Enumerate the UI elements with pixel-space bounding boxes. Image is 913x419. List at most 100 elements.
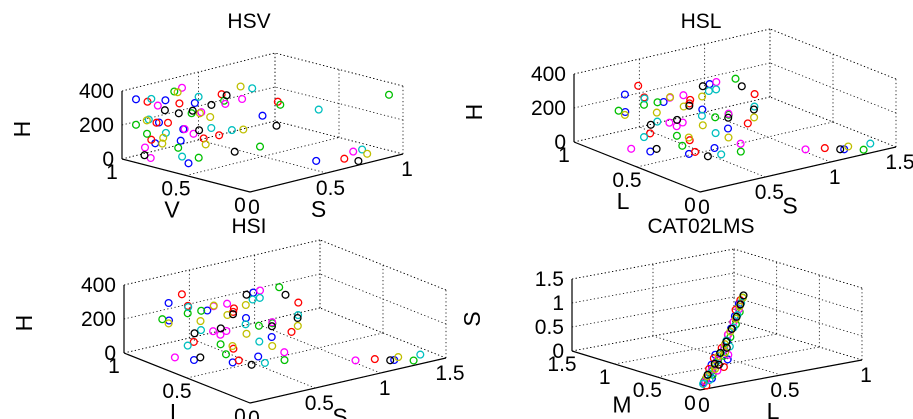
data-point bbox=[697, 111, 706, 120]
data-point bbox=[866, 139, 875, 148]
data-point bbox=[276, 100, 285, 109]
z-axis-label: S bbox=[459, 311, 485, 326]
data-point bbox=[189, 337, 198, 346]
data-point bbox=[258, 111, 267, 120]
data-point bbox=[859, 145, 868, 154]
y-axis-label: L bbox=[617, 188, 630, 214]
data-point bbox=[312, 156, 321, 165]
y-tick-label: 0.5 bbox=[612, 169, 641, 192]
data-point bbox=[248, 295, 257, 304]
data-point bbox=[174, 143, 183, 152]
data-point bbox=[698, 121, 707, 130]
data-point bbox=[646, 129, 655, 138]
data-point bbox=[620, 90, 629, 99]
data-point bbox=[158, 139, 167, 148]
y-tick-label: 0.5 bbox=[162, 380, 191, 403]
box-edge bbox=[121, 52, 276, 92]
x-tick-label: 1 bbox=[829, 166, 841, 189]
data-point bbox=[653, 117, 662, 126]
data-point bbox=[416, 350, 425, 359]
grid-line bbox=[185, 137, 340, 176]
z-axis-label: H bbox=[9, 121, 35, 138]
box-edge bbox=[769, 28, 897, 80]
data-point bbox=[394, 353, 403, 362]
data-point bbox=[280, 356, 289, 365]
data-point bbox=[153, 101, 162, 110]
data-point bbox=[170, 87, 179, 96]
data-point bbox=[750, 102, 759, 111]
data-point bbox=[177, 83, 187, 92]
y-tick-label: 1.5 bbox=[547, 353, 576, 376]
grid-line bbox=[733, 272, 863, 313]
x-tick-label: 1 bbox=[379, 377, 391, 400]
z-tick-label: 0 bbox=[104, 342, 116, 365]
z-tick-label: 0.5 bbox=[535, 316, 564, 339]
data-point bbox=[314, 105, 323, 114]
grid-line bbox=[636, 121, 834, 168]
data-point bbox=[679, 91, 688, 100]
data-point bbox=[294, 298, 303, 307]
data-point bbox=[732, 312, 741, 321]
data-point bbox=[749, 105, 758, 114]
data-point bbox=[190, 329, 199, 338]
y-tick-label: 0.5 bbox=[161, 178, 190, 201]
data-point bbox=[801, 145, 810, 154]
data-point bbox=[703, 152, 712, 161]
data-point bbox=[131, 95, 141, 104]
data-point bbox=[170, 353, 179, 362]
box-edge bbox=[571, 248, 735, 280]
data-point bbox=[268, 318, 277, 327]
data-point bbox=[255, 293, 264, 302]
data-point bbox=[242, 329, 251, 338]
data-point bbox=[666, 93, 675, 102]
data-point bbox=[736, 139, 745, 148]
data-point bbox=[646, 120, 655, 129]
x-axis-label: S bbox=[311, 196, 326, 222]
z-tick-label: 200 bbox=[79, 114, 114, 137]
data-point bbox=[724, 109, 733, 118]
data-point bbox=[238, 94, 247, 104]
data-point bbox=[679, 102, 688, 111]
data-point bbox=[294, 311, 303, 320]
x-tick-label: 0.5 bbox=[305, 392, 334, 415]
data-point bbox=[724, 133, 733, 142]
data-point bbox=[717, 150, 726, 159]
data-point bbox=[160, 106, 169, 115]
x-tick-label: 0 bbox=[698, 196, 710, 219]
x-tick-label: 0.5 bbox=[316, 177, 345, 200]
z-tick-label: 200 bbox=[531, 97, 566, 120]
chart-title: HSI bbox=[231, 215, 266, 238]
data-point bbox=[280, 348, 289, 357]
data-point bbox=[190, 98, 199, 108]
data-point bbox=[195, 109, 204, 118]
z-tick-label: 0 bbox=[554, 131, 566, 154]
data-point bbox=[239, 125, 248, 134]
data-point bbox=[241, 320, 250, 329]
data-point bbox=[750, 113, 759, 122]
data-point bbox=[249, 288, 258, 297]
chart-title: HSV bbox=[227, 10, 270, 33]
y-tick-label: 1 bbox=[599, 366, 611, 389]
data-point bbox=[183, 341, 192, 350]
data-point bbox=[267, 332, 276, 342]
data-point bbox=[634, 81, 643, 90]
data-point bbox=[180, 125, 189, 134]
data-point bbox=[163, 118, 173, 127]
y-tick-label: 1 bbox=[106, 161, 118, 184]
data-point bbox=[142, 116, 151, 125]
data-point bbox=[175, 99, 184, 108]
data-point bbox=[293, 313, 302, 323]
data-point bbox=[716, 348, 725, 357]
data-point bbox=[685, 101, 694, 110]
data-point bbox=[140, 151, 149, 160]
data-point bbox=[247, 360, 256, 369]
data-point bbox=[209, 301, 218, 310]
data-point bbox=[229, 304, 238, 313]
data-point bbox=[370, 355, 379, 364]
x-axis-label: S bbox=[332, 404, 347, 419]
data-point bbox=[281, 290, 290, 299]
data-point bbox=[184, 159, 193, 168]
